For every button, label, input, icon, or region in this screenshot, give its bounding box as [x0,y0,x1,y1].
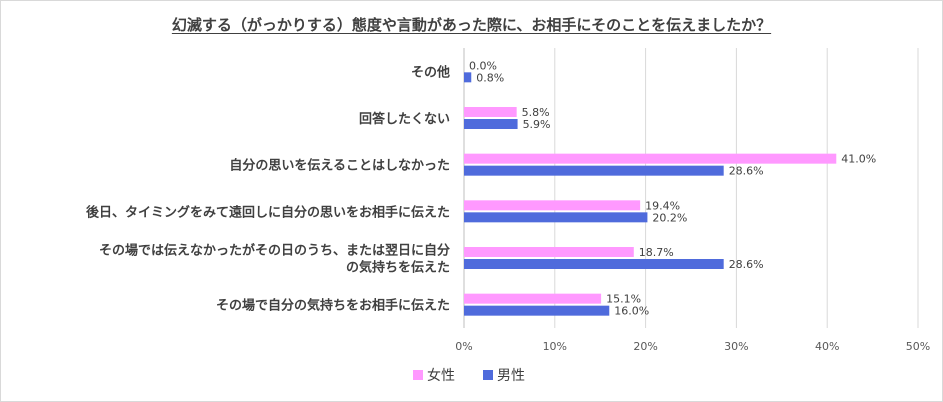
data-label: 28.6% [729,258,764,271]
data-label: 5.8% [522,106,550,119]
bar-female [464,247,634,257]
data-label: 41.0% [841,153,876,166]
category-labels: その他回答したくない自分の思いを伝えることはしなかった後日、タイミングをみて遠回… [86,64,450,313]
data-label: 28.6% [729,165,764,178]
tick-label: 0% [455,340,472,353]
bar-male [464,165,724,176]
tick-label: 20% [633,340,657,353]
category-label: その場では伝えなかったがその日のうち、または翌日に自分 [99,243,450,259]
data-label: 0.8% [476,71,504,84]
gridlines [463,48,919,328]
tick-label: 40% [815,340,839,353]
data-label: 16.0% [614,305,649,318]
category-label: 自分の思いを伝えることはしなかった [229,158,450,174]
tick-labels: 0% 10% 20% 30% 40% 50% [455,340,930,353]
bar-male [464,212,648,223]
bars [464,72,837,316]
bar-female [464,293,602,304]
data-label: 18.7% [639,246,674,259]
bar-male [464,72,472,83]
data-label: 0.0% [469,59,497,72]
category-label: の気持ちを伝えた [346,260,450,276]
legend: 女性 男性 [413,367,525,384]
bar-male [464,305,610,316]
tick-label: 50% [906,340,930,353]
category-label: その場で自分の気持ちをお相手に伝えた [216,298,450,314]
legend-swatch [483,370,493,380]
data-label: 5.9% [523,118,551,131]
bar-female [464,200,641,211]
legend-label: 女性 [427,367,455,384]
category-label: その他 [411,64,450,80]
tick-label: 30% [724,340,748,353]
legend-swatch [413,370,423,380]
data-label: 20.2% [652,211,687,224]
bar-male [464,259,724,269]
category-label: 回答したくない [359,111,450,127]
bar-male [464,119,518,129]
chart-title: 幻滅する（がっかりする）態度や言動があった際に、お相手にそのことを伝えましたか？ [171,16,772,34]
bar-female [464,107,517,117]
legend-label: 男性 [497,368,525,384]
bar-female [464,153,837,164]
category-label: 後日、タイミングをみて遠回しに自分の思いをお相手に伝えた [86,204,450,220]
data-labels: 0.0%0.8% 5.8%5.9% 41.0% 28.6% 19.4%20.2% 18.7… [469,59,876,317]
tick-label: 10% [543,340,567,353]
data-label: 15.1% [606,293,641,306]
data-label: 19.4% [645,199,680,212]
